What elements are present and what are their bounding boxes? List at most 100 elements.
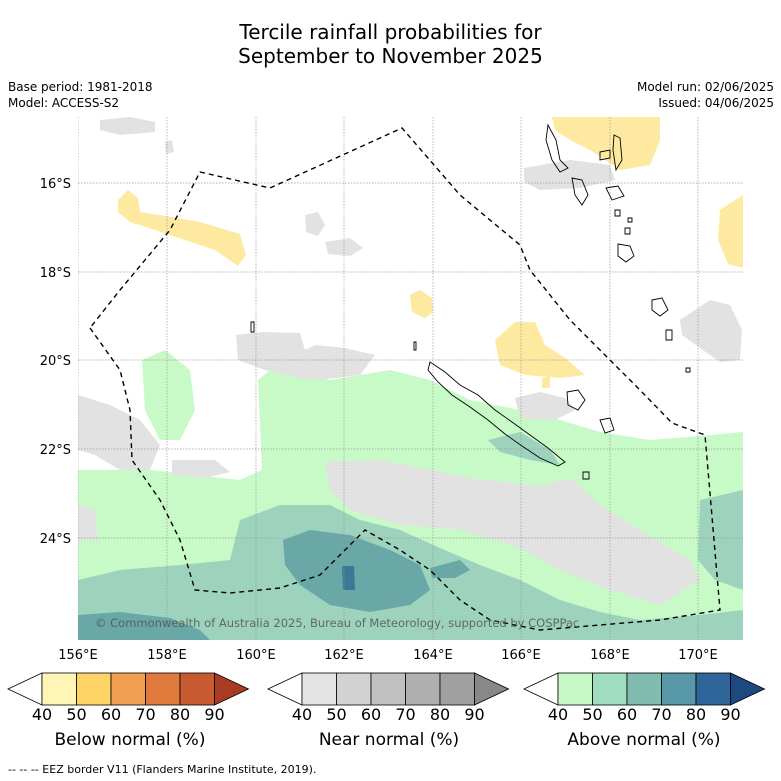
lon-label-160e: 160°E [236, 648, 276, 663]
lat-label-16s: 16°S [40, 177, 71, 192]
below-normal-patch-east [718, 195, 743, 268]
near-normal-patch-west [78, 395, 160, 470]
model-name: Model: ACCESS-S2 [8, 96, 120, 110]
lat-labels: 16°S 18°S 20°S 22°S 24°S [40, 177, 71, 547]
eez-footer-note: -- -- -- EEZ border V11 (Flanders Marine… [8, 763, 317, 776]
colorbar-below-tick: 70 [135, 705, 155, 724]
below-normal-patch-center [410, 290, 433, 318]
above-normal-80-cell [342, 566, 355, 590]
lon-label-170e: 170°E [678, 648, 718, 663]
colorbar-near-segment [336, 672, 372, 706]
eez-border [89, 127, 721, 631]
colorbar-above-segment [557, 672, 593, 706]
issued-date: Issued: 04/06/2025 [658, 96, 774, 110]
base-period: Base period: 1981-2018 [8, 80, 153, 94]
colorbar-near-segment [405, 672, 441, 706]
below-normal-patch-ncal [495, 322, 585, 378]
colorbar-near-segment [301, 672, 337, 706]
colorbar-near-extend-low [267, 672, 303, 706]
lon-label-162e: 162°E [324, 648, 364, 663]
above-normal-60-east [698, 490, 743, 590]
colorbar-above-segment [592, 672, 628, 706]
colorbar-near-tick: 90 [464, 705, 484, 724]
colorbar-near-extend-high [474, 672, 510, 706]
tiny-islet-2 [685, 367, 691, 373]
colorbar-below-tick: 40 [32, 705, 52, 724]
colorbar-below-segment [145, 672, 181, 706]
colorbar-below-segment [110, 672, 146, 706]
colorbar-above-extend-high [730, 672, 766, 706]
below-normal-patch-ne [552, 117, 660, 170]
lat-label-18s: 18°S [40, 266, 71, 281]
colorbar-below-tick: 60 [101, 705, 121, 724]
loyalty-island-3 [582, 471, 590, 480]
near-normal-patch-n [305, 212, 325, 236]
above-normal-70-region [283, 530, 430, 612]
colorbar-near-title: Near normal (%) [318, 730, 460, 750]
title-line-1: Tercile rainfall probabilities for [239, 20, 542, 44]
lon-label-156e: 156°E [58, 648, 98, 663]
colorbars: 40 50 60 70 80 90 40 50 60 70 80 90 40 50 60 70 80 90 [7, 672, 766, 724]
colorbar-above-tick: 80 [686, 705, 706, 724]
colorbar-near-tick: 60 [361, 705, 381, 724]
vanuatu-small-1 [614, 209, 621, 217]
colorbar-above-title: Above normal (%) [567, 730, 721, 750]
near-normal-patch-ncal [515, 392, 575, 420]
near-normal-patch-center [236, 332, 375, 380]
copyright-text: © Commonwealth of Australia 2025, Bureau… [95, 616, 579, 630]
lon-label-158e: 158°E [147, 648, 187, 663]
colorbar-below-extend-low [7, 672, 43, 706]
loyalty-island-1 [566, 389, 586, 411]
above-normal-60-ncal [488, 432, 560, 465]
lat-label-24s: 24°S [40, 532, 71, 547]
below-normal-patch-nw [118, 190, 246, 266]
near-normal-patch-vanuatu [524, 160, 615, 190]
colorbar-near-segment [439, 672, 475, 706]
colorbar-near-tick: 80 [430, 705, 450, 724]
colorbar-near-tick: 40 [292, 705, 312, 724]
lon-labels: 156°E 158°E 160°E 162°E 164°E 166°E 168°… [58, 648, 718, 663]
vanuatu-island-3 [599, 149, 611, 161]
colorbar-above-segment [626, 672, 662, 706]
colorbar-below-segment [179, 672, 215, 706]
near-normal-patch-south [325, 460, 700, 605]
colorbar-below-tick: 50 [66, 705, 86, 724]
tiny-islet-1 [413, 341, 417, 351]
lat-label-20s: 20°S [40, 354, 71, 369]
colorbar-above-tick: 40 [548, 705, 568, 724]
loyalty-island-2 [599, 417, 615, 434]
colorbar-below-segment [76, 672, 112, 706]
colorbar-near-tick: 70 [395, 705, 415, 724]
colorbar-below-extend-high [214, 672, 250, 706]
colorbar-above-extend-low [523, 672, 559, 706]
colorbar-above-segment [695, 672, 731, 706]
colorbar-above-tick: 90 [720, 705, 740, 724]
hunter-island [665, 329, 673, 341]
vanuatu-erromango [617, 243, 635, 263]
colorbar-below-segment [41, 672, 77, 706]
lon-label-166e: 166°E [501, 648, 541, 663]
above-normal-70-mid [430, 560, 470, 578]
chesterfield-islet [250, 321, 255, 333]
lat-label-22s: 22°S [40, 443, 71, 458]
coastlines [250, 123, 691, 480]
matthew-island-group [651, 297, 669, 317]
colorbar-above-tick: 70 [651, 705, 671, 724]
map-title: Tercile rainfall probabilities for Septe… [0, 20, 781, 68]
above-normal-70-sw [78, 612, 210, 640]
vanuatu-espiritu-santo [545, 123, 569, 173]
colorbar-below-title: Below normal (%) [54, 730, 206, 750]
near-normal-patch-nw [100, 117, 155, 135]
new-caledonia-coast [427, 361, 566, 467]
vanuatu-small-2 [624, 227, 631, 235]
above-normal-50-patch-west [142, 350, 195, 440]
meta-right: Model run: 02/06/2025 Issued: 04/06/2025 [637, 79, 774, 111]
colorbar-above-tick: 50 [582, 705, 602, 724]
colorbar-near-tick: 50 [326, 705, 346, 724]
colorbar-below-tick: 90 [204, 705, 224, 724]
model-run: Model run: 02/06/2025 [636, 80, 774, 94]
colorbar-below-tick: 80 [170, 705, 190, 724]
colorbar-above-tick: 60 [617, 705, 637, 724]
lon-label-168e: 168°E [590, 648, 630, 663]
